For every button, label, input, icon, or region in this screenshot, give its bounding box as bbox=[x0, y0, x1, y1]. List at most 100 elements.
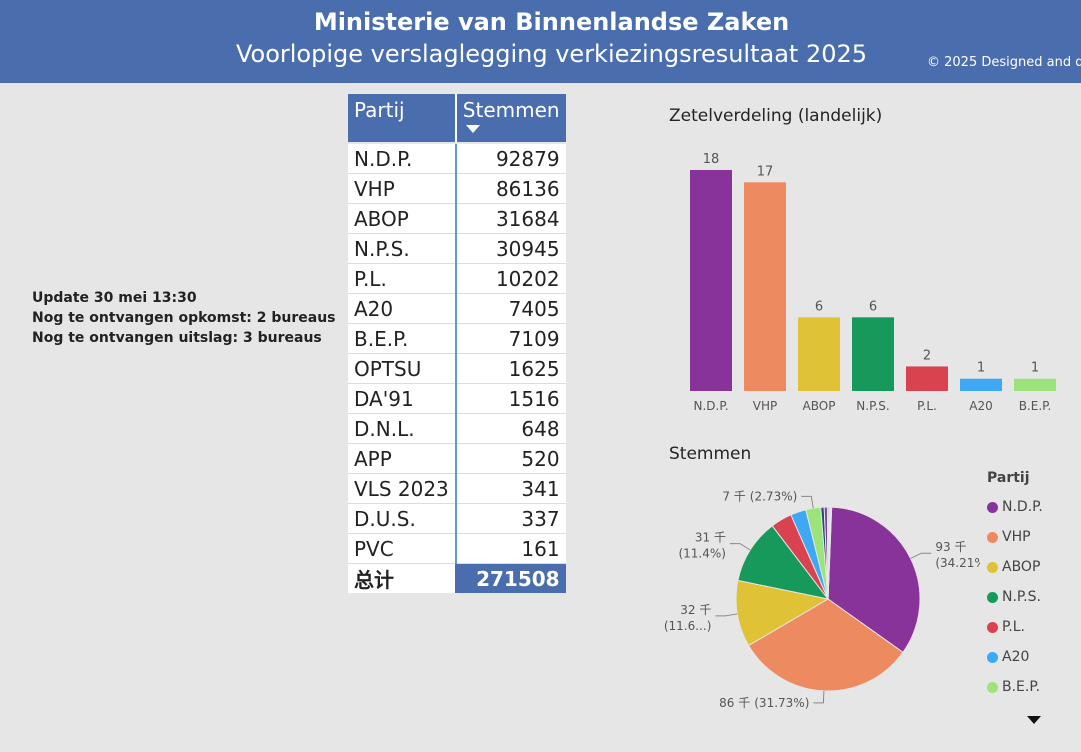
pie-data-label-value: 31 千 bbox=[695, 531, 726, 545]
legend-label: A20 bbox=[1002, 649, 1030, 665]
legend-label: VHP bbox=[1002, 529, 1031, 545]
bar-data-label: 2 bbox=[923, 348, 931, 363]
pie-slice-N.D.P.[interactable] bbox=[827, 506, 921, 654]
table-row[interactable]: D.N.L. 648 bbox=[348, 413, 566, 444]
x-tick-label: VHP bbox=[753, 399, 777, 413]
table-row[interactable]: DA'91 1516 bbox=[348, 383, 566, 414]
party-cell: N.P.S. bbox=[348, 233, 456, 264]
legend-scroll-down-icon[interactable] bbox=[1027, 716, 1041, 724]
party-cell: B.E.P. bbox=[348, 323, 456, 354]
column-header-votes[interactable]: Stemmen bbox=[454, 94, 566, 142]
pie-slice-PVC[interactable] bbox=[827, 506, 833, 600]
x-tick-label: B.E.P. bbox=[1019, 399, 1052, 413]
table-row[interactable]: PVC 161 bbox=[348, 533, 566, 564]
pie-data-label-value: 93 千 bbox=[935, 540, 966, 554]
pie-data-label-pct: (11.4%) bbox=[678, 547, 725, 561]
legend-dot-icon bbox=[987, 651, 998, 663]
pie-leader-line bbox=[910, 552, 932, 559]
pie-data-label-pct: (31.73%) bbox=[754, 696, 809, 710]
total-row: 总计 271508 bbox=[348, 563, 566, 593]
bar-N.P.S.[interactable] bbox=[852, 317, 894, 391]
legend-item[interactable]: N.D.P. bbox=[987, 492, 1043, 522]
party-cell: APP bbox=[348, 443, 456, 474]
table-row[interactable]: VLS 2023 341 bbox=[348, 473, 566, 504]
pie-data-label: 86 千 (31.73%) bbox=[719, 696, 809, 710]
x-tick-label: P.L. bbox=[917, 399, 937, 413]
votes-cell: 341 bbox=[454, 473, 566, 504]
party-cell: A20 bbox=[348, 293, 456, 324]
votes-pie-title: Stemmen bbox=[669, 444, 752, 464]
legend-item[interactable]: B.E.P. bbox=[987, 672, 1043, 702]
bar-B.E.P.[interactable] bbox=[1014, 378, 1056, 391]
pie-data-label: 7 千 (2.73%) bbox=[722, 489, 797, 503]
table-row[interactable]: N.D.P. 92879 bbox=[348, 144, 566, 174]
bar-P.L.[interactable] bbox=[906, 366, 948, 391]
total-label: 总计 bbox=[348, 563, 456, 593]
legend-dot-icon bbox=[987, 591, 998, 603]
table-row[interactable]: B.E.P. 7109 bbox=[348, 323, 566, 354]
votes-cell: 31684 bbox=[454, 203, 566, 234]
seat-chart-title: Zetelverdeling (landelijk) bbox=[669, 106, 883, 126]
party-cell: PVC bbox=[348, 533, 456, 564]
table-row[interactable]: OPTSU 1625 bbox=[348, 353, 566, 384]
legend-item[interactable]: VHP bbox=[987, 522, 1043, 552]
report-title: Ministerie van Binnenlandse Zaken bbox=[313, 8, 790, 36]
party-cell: VLS 2023 bbox=[348, 473, 456, 504]
party-cell: ABOP bbox=[348, 203, 456, 234]
pie-leader-line bbox=[813, 690, 825, 704]
party-cell: D.N.L. bbox=[348, 413, 456, 444]
seat-bar-chart: 18 N.D.P. 17 VHP 6 ABOP 6 N.P.S. 2 P.L. 1 A20 1 B.E.P… bbox=[690, 152, 1056, 413]
table-row[interactable]: P.L. 10202 bbox=[348, 263, 566, 294]
pending-turnout: Nog te ontvangen opkomst: 2 bureaus bbox=[32, 310, 336, 326]
update-time: Update 30 mei 13:30 bbox=[32, 290, 197, 306]
legend-label: N.P.S. bbox=[1002, 589, 1041, 605]
pie-data-label-value: 86 千 bbox=[719, 696, 750, 710]
table-row[interactable]: APP 520 bbox=[348, 443, 566, 474]
sort-descending-icon[interactable] bbox=[465, 125, 480, 133]
pie-data-label-pct: (2.73%) bbox=[750, 489, 797, 503]
bar-ABOP[interactable] bbox=[798, 317, 840, 391]
bar-VHP[interactable] bbox=[744, 182, 786, 391]
legend-label: N.D.P. bbox=[1002, 499, 1043, 515]
party-cell: DA'91 bbox=[348, 383, 456, 414]
legend-dot-icon bbox=[987, 531, 998, 543]
pie-slice-VHP[interactable] bbox=[747, 598, 904, 692]
column-header-party[interactable]: Partij bbox=[348, 94, 456, 142]
party-cell: N.D.P. bbox=[348, 144, 456, 174]
party-cell: D.U.S. bbox=[348, 503, 456, 534]
bar-data-label: 1 bbox=[977, 361, 985, 376]
bar-A20[interactable] bbox=[960, 378, 1002, 391]
votes-cell: 1516 bbox=[454, 383, 566, 414]
bar-data-label: 17 bbox=[757, 164, 774, 179]
votes-pie-chart: 93 千 (34.21%) 86 千 (31.73%) 32 千 (11.6...) 31 … bbox=[664, 489, 980, 710]
pie-slice-ABOP[interactable] bbox=[735, 579, 830, 647]
status-panel: Update 30 mei 13:30 Nog te ontvangen opk… bbox=[32, 288, 336, 348]
table-row[interactable]: ABOP 31684 bbox=[348, 203, 566, 234]
x-tick-label: N.P.S. bbox=[856, 399, 889, 413]
column-header-votes-label: Stemmen bbox=[462, 98, 560, 122]
table-row[interactable]: D.U.S. 337 bbox=[348, 503, 566, 534]
pie-data-label-value: 7 千 bbox=[722, 489, 745, 503]
pie-slice-N.P.S.[interactable] bbox=[737, 525, 830, 600]
votes-cell: 648 bbox=[454, 413, 566, 444]
legend-item[interactable]: P.L. bbox=[987, 612, 1043, 642]
party-cell: VHP bbox=[348, 173, 456, 204]
legend-item[interactable]: A20 bbox=[987, 642, 1043, 672]
x-tick-label: A20 bbox=[969, 399, 992, 413]
party-cell: P.L. bbox=[348, 263, 456, 294]
legend-item[interactable]: ABOP bbox=[987, 552, 1043, 582]
table-row[interactable]: VHP 86136 bbox=[348, 173, 566, 204]
pie-leader-line bbox=[729, 543, 751, 551]
x-tick-label: ABOP bbox=[803, 399, 836, 413]
legend-label: B.E.P. bbox=[1002, 679, 1041, 695]
table-row[interactable]: A20 7405 bbox=[348, 293, 566, 324]
bar-data-label: 18 bbox=[703, 152, 720, 167]
legend-dot-icon bbox=[987, 621, 998, 633]
table-row[interactable]: N.P.S. 30945 bbox=[348, 233, 566, 264]
legend-item[interactable]: N.P.S. bbox=[987, 582, 1043, 612]
votes-cell: 1625 bbox=[454, 353, 566, 384]
pie-data-label-pct: (11.6...) bbox=[664, 619, 712, 633]
legend-dot-icon bbox=[987, 501, 998, 513]
bar-N.D.P.[interactable] bbox=[690, 170, 732, 391]
votes-cell: 92879 bbox=[454, 144, 566, 174]
